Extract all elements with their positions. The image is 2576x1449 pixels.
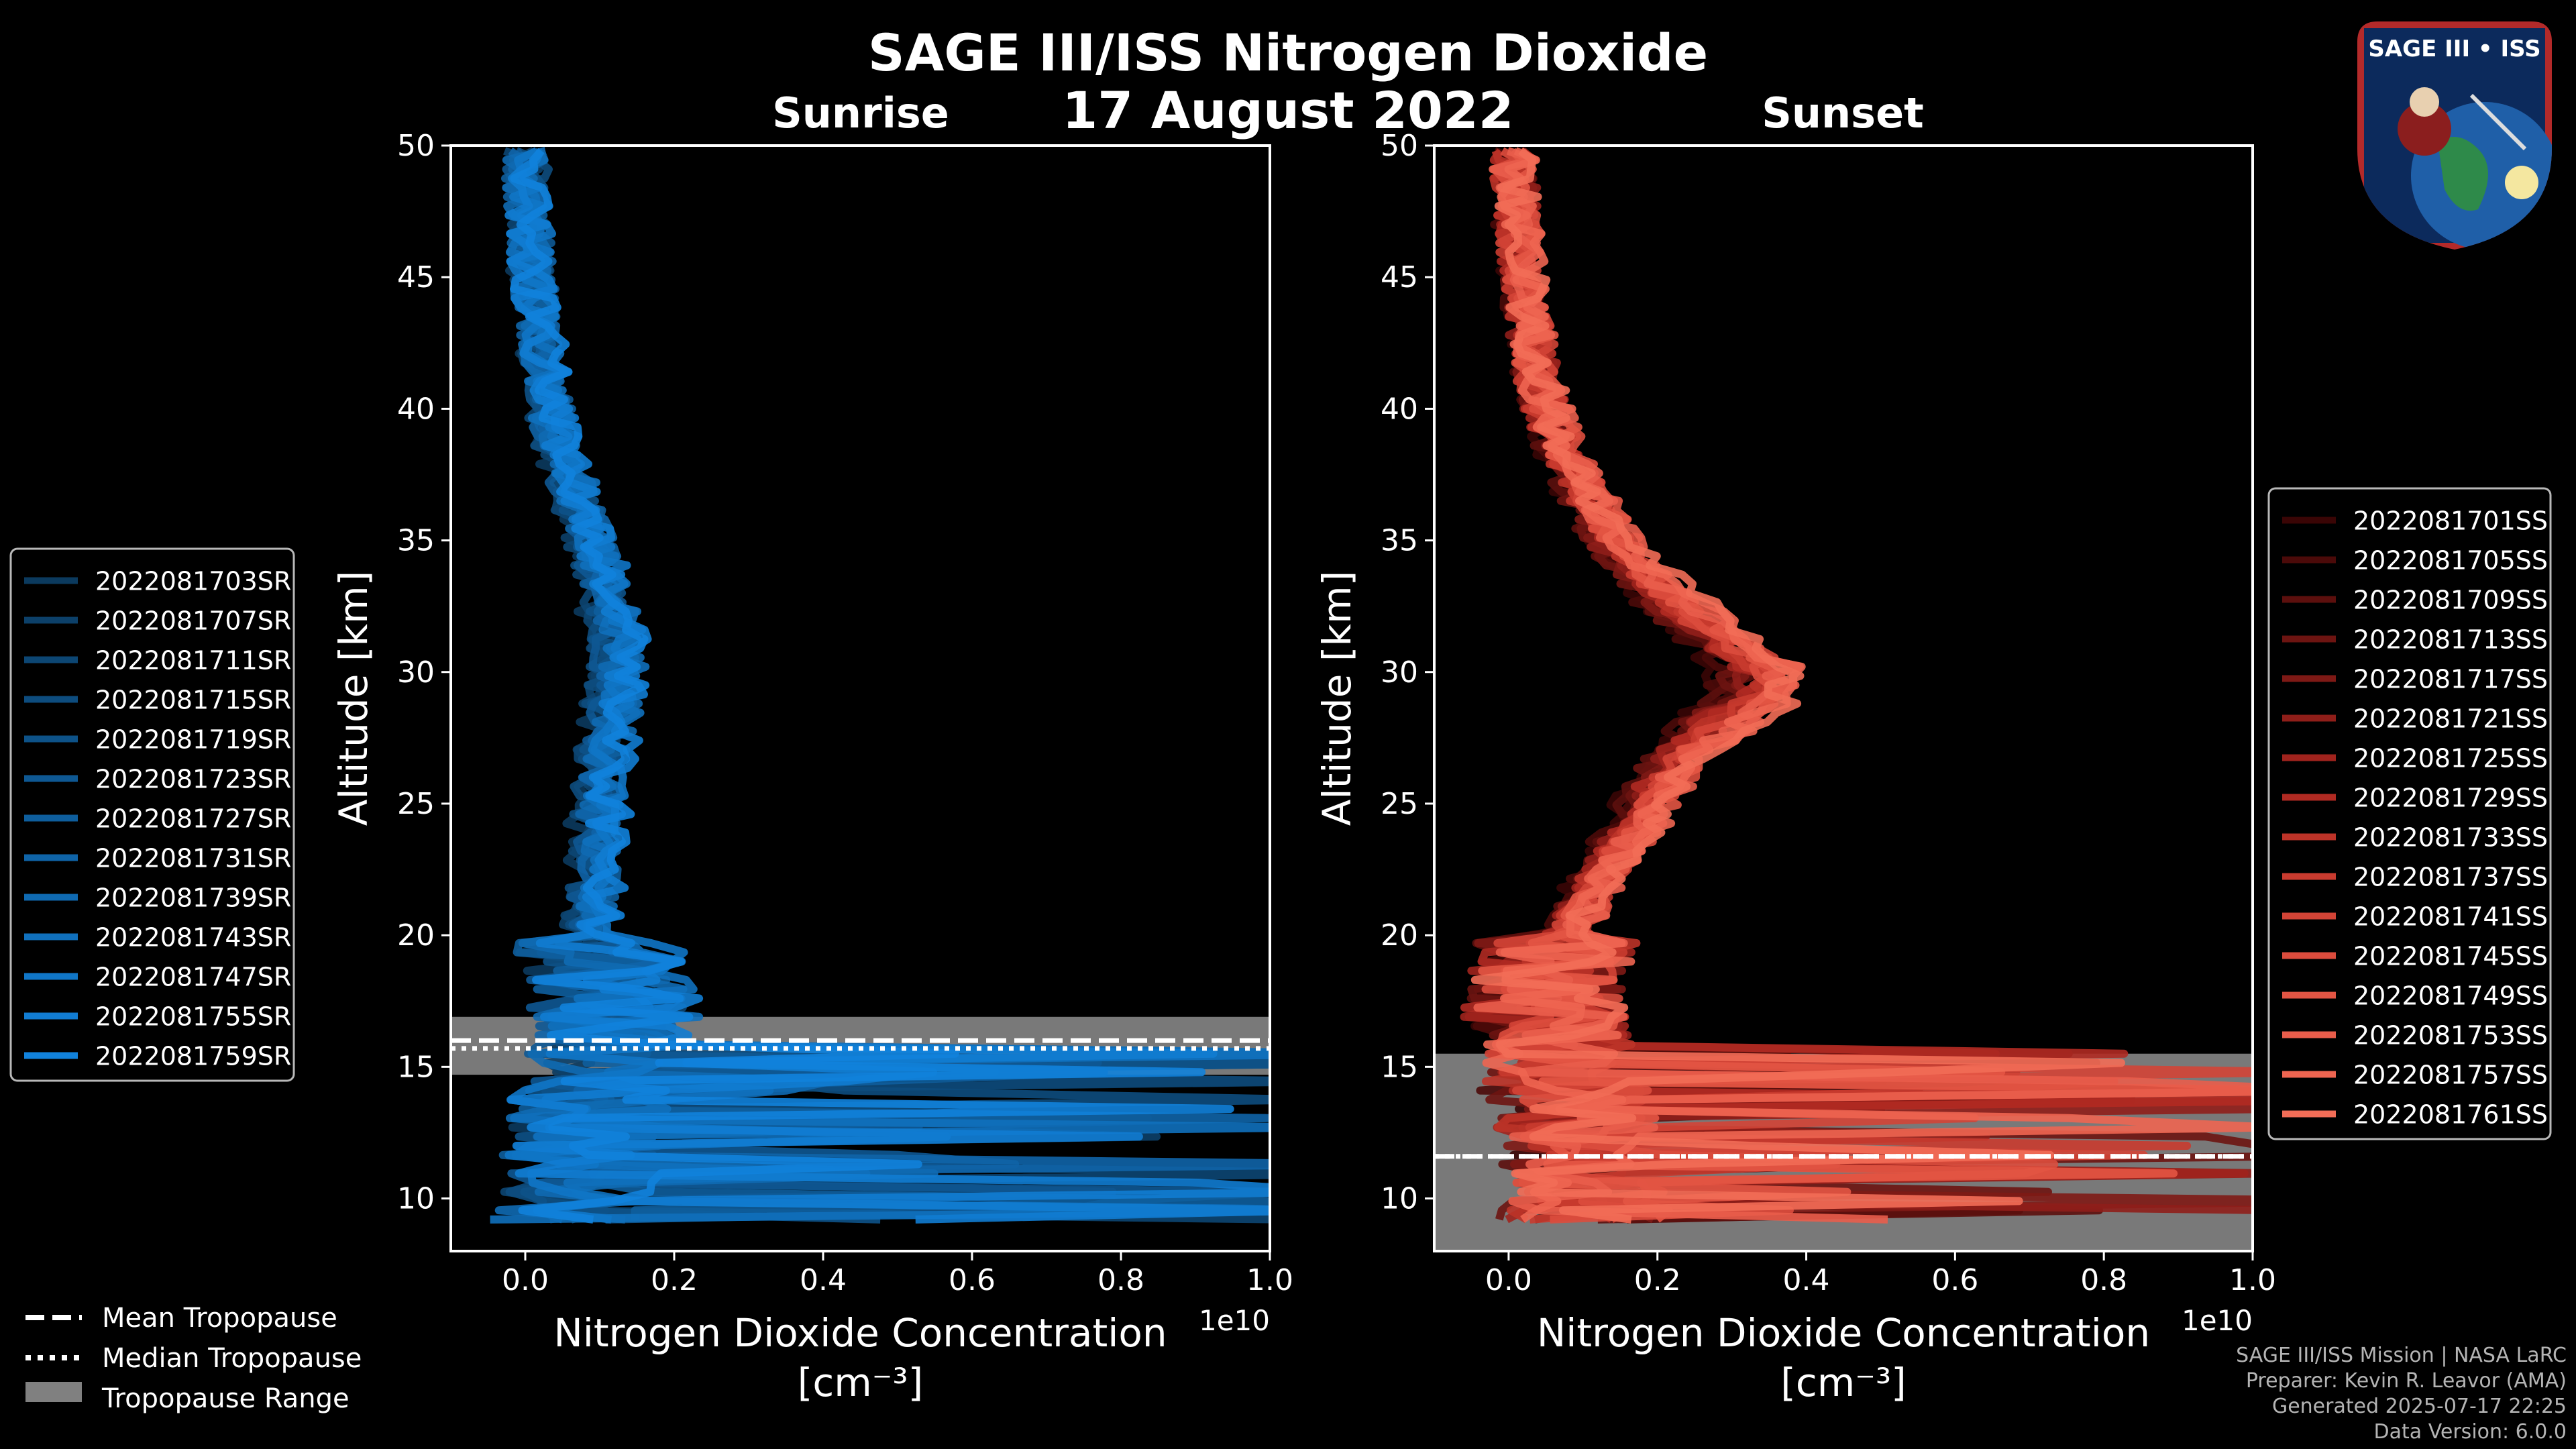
plot-region — [1434, 147, 2253, 1251]
legend-label: 2022081701SS — [2353, 506, 2548, 536]
y-tick-label: 20 — [1381, 918, 1418, 953]
legend-label: 2022081737SS — [2353, 863, 2548, 892]
y-tick-label: 30 — [1381, 655, 1418, 690]
y-tick-label: 25 — [397, 787, 435, 821]
panel-sunrise: 0.0 0.2 0.4 0.6 0.8 1.0 10 15 20 25 30 35 40 45 50 Nitr… — [331, 129, 1293, 1405]
legend-label: 2022081727SR — [95, 804, 291, 834]
legend-label: 2022081741SS — [2353, 902, 2548, 932]
legend-sunrise: 2022081703SR 2022081707SR 2022081711SR 2022… — [9, 547, 295, 1082]
legend-frame — [2267, 487, 2552, 1140]
footer: SAGE III/ISS Mission | NASA LaRC Prepare… — [2236, 1343, 2567, 1445]
logo-text: SAGE III • ISS — [2368, 36, 2540, 62]
x-tick-label: 0.0 — [502, 1263, 549, 1297]
legend-label: 2022081755SR — [95, 1002, 291, 1032]
sage-logo: SAGE III • ISS — [2357, 21, 2552, 250]
legend-sunset: 2022081701SS 2022081705SS 2022081709SS 2022… — [2267, 487, 2552, 1140]
x-tick-label: 1.0 — [1246, 1263, 1293, 1297]
x-tick-label: 0.8 — [1097, 1263, 1144, 1297]
x-axis-units: [cm⁻³] — [798, 1360, 924, 1405]
y-tick-label: 50 — [1381, 129, 1418, 163]
plot-region — [451, 146, 1270, 1224]
y-axis-label: Altitude [km] — [331, 571, 376, 826]
y-tick-label: 10 — [397, 1182, 435, 1216]
x-tick-label: 0.4 — [800, 1263, 847, 1297]
legend-label: 2022081745SS — [2353, 942, 2548, 971]
plot-frame — [1433, 144, 2254, 1252]
series-line-2022081761SS — [1470, 148, 2125, 1224]
offset-text: 1e10 — [2182, 1304, 2253, 1337]
chart-title: SAGE III/ISS Nitrogen Dioxide — [867, 23, 1709, 83]
footer-line: SAGE III/ISS Mission | NASA LaRC — [2236, 1344, 2567, 1367]
legend-label: 2022081739SR — [95, 883, 291, 913]
y-tick-label: 15 — [1381, 1050, 1418, 1084]
legend-tropopause: Mean Tropopause Median Tropopause Tropopau… — [25, 1303, 362, 1414]
x-tick-label: 0.6 — [949, 1263, 996, 1297]
panel-title-sunset: Sunset — [1762, 89, 1924, 138]
legend-label: 2022081723SR — [95, 765, 291, 794]
legend-label: 2022081715SR — [95, 686, 291, 715]
legend-label: 2022081747SR — [95, 963, 291, 992]
panel-sunset: 0.0 0.2 0.4 0.6 0.8 1.0 10 15 20 25 30 35 40 45 50 Nitr… — [1314, 129, 2276, 1405]
legend-label: 2022081721SS — [2353, 704, 2548, 734]
legend-label: 2022081743SR — [95, 923, 291, 953]
y-axis-label: Altitude [km] — [1314, 571, 1360, 826]
x-tick-label: 0.8 — [2080, 1263, 2127, 1297]
y-tick-label: 10 — [1381, 1182, 1418, 1216]
legend-label: 2022081703SR — [95, 567, 291, 596]
y-tick-label: 25 — [1381, 787, 1418, 821]
legend-label: 2022081707SR — [95, 606, 291, 636]
x-tick-label: 1.0 — [2229, 1263, 2276, 1297]
y-tick-label: 15 — [397, 1050, 435, 1084]
legend-label: 2022081717SS — [2353, 665, 2548, 694]
y-tick-label: 50 — [397, 129, 435, 163]
legend-label: 2022081729SS — [2353, 784, 2548, 813]
legend-label: 2022081713SS — [2353, 625, 2548, 655]
legend-label: 2022081719SR — [95, 725, 291, 755]
y-tick-label: 40 — [397, 392, 435, 426]
footer-line: Data Version: 6.0.0 — [2373, 1420, 2567, 1444]
y-tick-label: 35 — [1381, 524, 1418, 558]
x-axis-label: Nitrogen Dioxide Concentration — [1537, 1310, 2150, 1356]
legend-label: 2022081733SS — [2353, 823, 2548, 853]
x-axis-units: [cm⁻³] — [1780, 1360, 1907, 1405]
offset-text: 1e10 — [1199, 1304, 1270, 1337]
y-tick-label: 40 — [1381, 392, 1418, 426]
panel-title-sunrise: Sunrise — [772, 89, 949, 138]
plot-frame — [449, 144, 1271, 1252]
chart-date: 17 August 2022 — [1062, 80, 1514, 140]
legend-label: Median Tropopause — [102, 1343, 362, 1374]
footer-line: Preparer: Kevin R. Leavor (AMA) — [2245, 1369, 2567, 1393]
legend-label: 2022081753SS — [2353, 1021, 2548, 1051]
x-tick-label: 0.2 — [1634, 1263, 1681, 1297]
y-tick-label: 30 — [397, 655, 435, 690]
legend-label: 2022081759SR — [95, 1042, 291, 1071]
legend-label: Tropopause Range — [101, 1383, 350, 1414]
y-tick-label: 45 — [397, 260, 435, 294]
y-tick-label: 45 — [1381, 260, 1418, 294]
x-tick-label: 0.4 — [1783, 1263, 1830, 1297]
legend-label: 2022081705SS — [2353, 546, 2548, 576]
x-tick-label: 0.6 — [1931, 1263, 1978, 1297]
legend-frame — [9, 547, 295, 1082]
x-axis-label: Nitrogen Dioxide Concentration — [553, 1310, 1167, 1356]
legend-label: 2022081761SS — [2353, 1100, 2548, 1130]
legend-label: 2022081749SS — [2353, 981, 2548, 1011]
legend-label: Mean Tropopause — [102, 1303, 337, 1334]
y-tick-label: 20 — [397, 918, 435, 953]
y-tick-label: 35 — [397, 524, 435, 558]
legend-label: 2022081757SS — [2353, 1061, 2548, 1090]
legend-label: 2022081725SS — [2353, 744, 2548, 773]
footer-line: Generated 2025-07-17 22:25 — [2271, 1395, 2567, 1418]
legend-label: 2022081731SR — [95, 844, 291, 873]
x-tick-label: 0.2 — [651, 1263, 698, 1297]
legend-swatch-range — [25, 1382, 82, 1402]
x-tick-label: 0.0 — [1485, 1263, 1532, 1297]
legend-label: 2022081711SR — [95, 646, 291, 676]
legend-label: 2022081709SS — [2353, 586, 2548, 615]
